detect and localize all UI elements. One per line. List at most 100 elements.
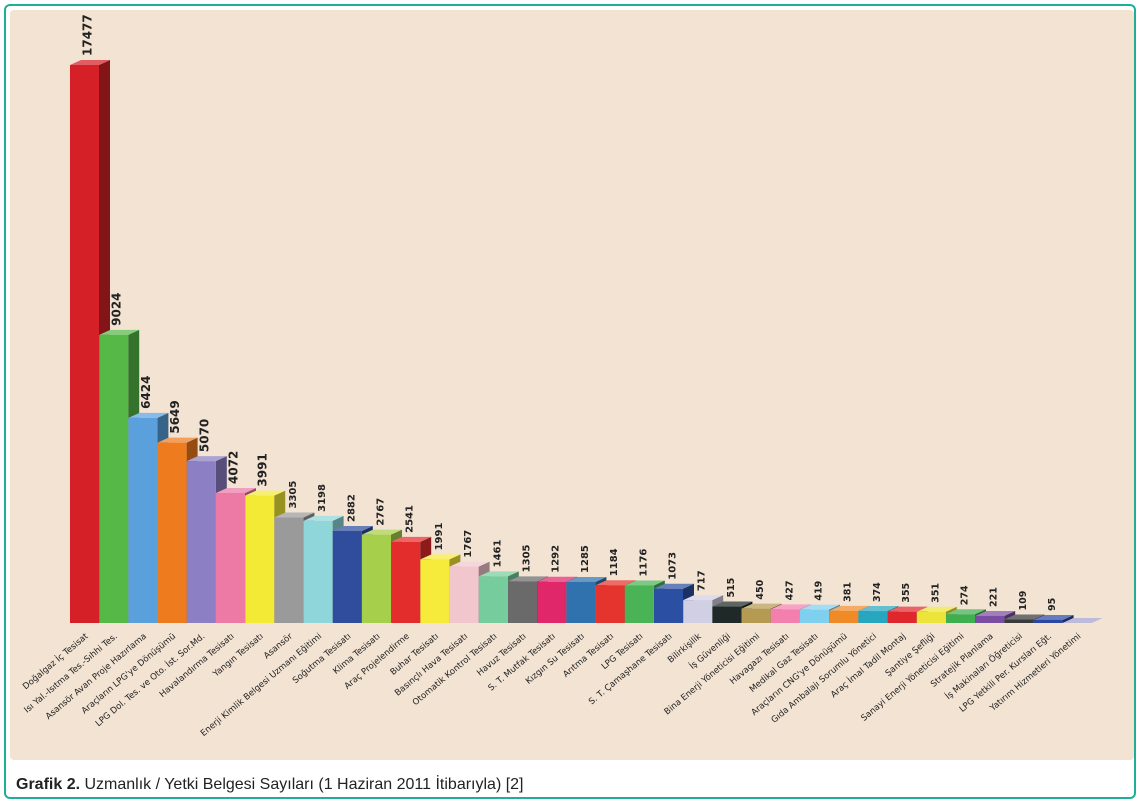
bar-front [916, 611, 946, 623]
bar-front [303, 520, 333, 623]
value-label-arac-projelendirme: 2541 [405, 505, 416, 533]
bar-top [332, 525, 373, 531]
bar-top [216, 487, 256, 493]
bar-front [128, 417, 158, 623]
bar-side [1062, 614, 1074, 623]
bar-front [508, 581, 537, 623]
value-label-kizgin-su-tesisati: 1285 [580, 545, 591, 573]
bar-top [420, 554, 461, 560]
bar-top [128, 412, 169, 418]
bar-top [508, 576, 548, 582]
bar-top [770, 604, 811, 610]
value-label-klima-tesisati: 2767 [376, 498, 387, 526]
value-label-havuz-tesisati: 1305 [522, 544, 533, 572]
bar-front [1033, 619, 1063, 623]
bar-front [537, 581, 567, 623]
bar-front [420, 559, 450, 623]
value-label-stratejik-planlama: 221 [989, 587, 1000, 607]
value-label-santiye-sefligi: 351 [930, 583, 941, 603]
bar-front [391, 541, 421, 623]
bar-top [186, 456, 227, 462]
bar-front [332, 530, 362, 623]
bar-top [99, 329, 140, 335]
bar-top [1033, 614, 1074, 620]
bar-lpg-yetkili-per-kurslari-egt [1033, 614, 1074, 623]
value-label-isi-yal-isitma-tes-sihhi-tes: 9024 [110, 292, 124, 325]
bar-front [654, 588, 683, 623]
bar-top [800, 604, 840, 610]
figure-caption: Grafik 2. Uzmanlık / Yetki Belgesi Sayıl… [16, 776, 524, 794]
bar-front [975, 615, 1005, 623]
value-label-medikal-gaz-tesisati: 419 [814, 581, 825, 601]
bar-top [975, 610, 1016, 616]
bar-front [800, 609, 829, 623]
bar-top [624, 580, 665, 586]
bar-top [683, 595, 724, 601]
bar-top [566, 576, 607, 582]
value-label-bina-enerji-yoneticisi-egitimi: 450 [755, 579, 766, 599]
category-label-yangin-tesisati: Yangın Tesisatı [211, 632, 266, 680]
caption-text: Uzmanlık / Yetki Belgesi Sayıları (1 Haz… [84, 776, 524, 793]
bar-top [858, 606, 899, 612]
value-label-havalandirma-tesisati: 4072 [227, 451, 241, 484]
bar-front [449, 566, 479, 623]
caption-label: Grafik 2. [16, 776, 81, 793]
bar-front [683, 600, 713, 623]
bar-front [362, 534, 391, 623]
value-label-basincli-hava-tesisati: 1767 [463, 530, 474, 558]
value-label-araclarin-lpg-ye-donusumu: 5649 [168, 400, 182, 433]
bar-top [362, 529, 402, 535]
bar-front [770, 609, 800, 623]
bar-top [741, 603, 782, 609]
bar-front [946, 614, 975, 623]
bar-front [99, 334, 129, 623]
bar-front [1004, 619, 1034, 623]
bar-top [1062, 618, 1103, 623]
value-label-s-t-mutfak-tesisati: 1292 [551, 545, 562, 573]
value-label-yangin-tesisati: 3991 [256, 453, 270, 486]
bar-top [157, 437, 198, 443]
bar-front [741, 608, 771, 623]
value-label-lpg-dol-tes-ve-oto-ist-sor-md: 5070 [197, 419, 211, 452]
value-label-havagazi-tesisati: 427 [784, 581, 795, 601]
bar-front [274, 517, 304, 623]
bar-front [245, 495, 275, 623]
value-label-s-t-camashane-tesisati: 1073 [668, 552, 679, 580]
bar-top [274, 512, 315, 518]
bar-top [478, 571, 519, 577]
bar-top [537, 576, 578, 582]
bar-top [303, 515, 344, 521]
value-label-enerji-kimlik-belgesi-uzmani-egitimi: 3198 [317, 484, 328, 512]
bar-front [887, 611, 917, 623]
category-label-aritma-tesisati: Arıtma Tesisatı [561, 632, 616, 680]
bar-front [186, 461, 216, 623]
bar-front [157, 442, 187, 623]
bar-front [70, 65, 99, 623]
bar-front [216, 492, 245, 623]
value-label-arac-imal-tadil-montaj: 355 [901, 583, 912, 603]
bar-isi-yal-isitma-tes-sihhi-tes [99, 329, 140, 623]
value-label-is-guvenligi: 515 [726, 578, 737, 598]
value-label-buhar-tesisati: 1991 [434, 523, 445, 551]
bar-top [829, 605, 870, 611]
value-label-aritma-tesisati: 1184 [609, 548, 620, 576]
bar-top [712, 601, 753, 607]
value-label-otomatik-kontrol-tesisati: 1461 [492, 539, 503, 567]
bar-top [245, 490, 286, 496]
value-label-araclarin-cng-ye-donusumu: 381 [843, 582, 854, 602]
bar-top [391, 536, 432, 542]
value-label-is-makinalari-ogreticisi: 109 [1018, 591, 1029, 611]
plot-background [10, 10, 1134, 760]
bar-top [654, 583, 694, 589]
bar-chart: 17477 9024 6424 5649 5070 4072 3991 3305 3198 288… [21, 14, 1103, 739]
value-label-sanayi-enerji-yoneticisi-egitimi: 274 [960, 585, 971, 605]
value-label-lpg-tesisati: 1176 [638, 549, 649, 577]
bar-top [1004, 614, 1045, 620]
value-label-asansor: 3305 [288, 481, 299, 509]
bar-top [887, 606, 928, 612]
value-label-dogalgaz-ic-tesisat: 17477 [81, 14, 95, 56]
bar-top [449, 561, 490, 567]
bar-top [916, 606, 957, 612]
value-label-asansor-avan-proje-hazirlama: 6424 [139, 375, 153, 408]
value-label-gida-ambalaji-sorumlu-yonetici: 374 [872, 582, 883, 602]
